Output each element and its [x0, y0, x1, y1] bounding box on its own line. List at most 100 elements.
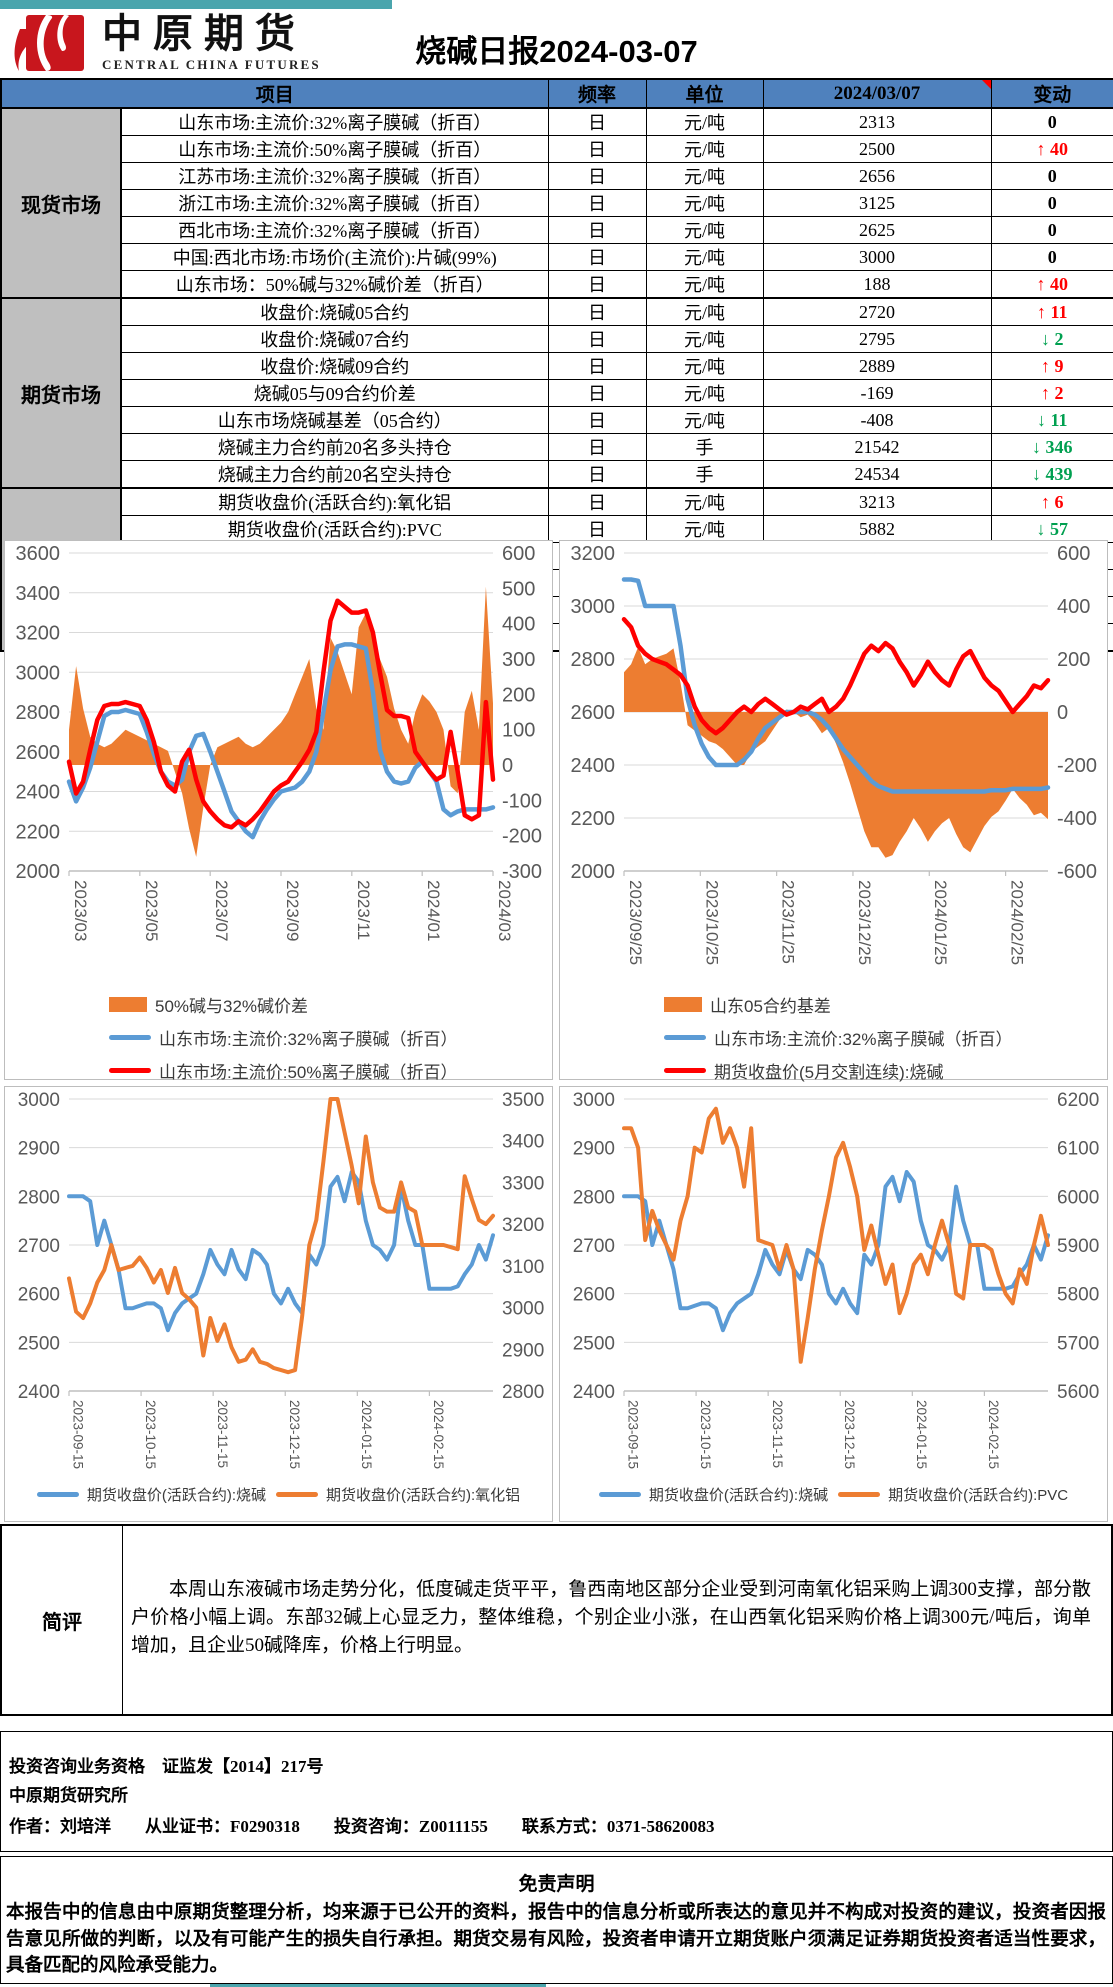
value-cell: 21542 [762, 433, 992, 461]
change-cell: ↑ 11 [990, 297, 1113, 326]
freq-cell: 日 [547, 189, 647, 217]
item-cell: 江苏市场:主流价:32%离子膜碱（折百） [120, 162, 549, 190]
legend-label: 山东05合约基差 [710, 997, 831, 1016]
item-cell: 烧碱主力合约前20名空头持仓 [120, 460, 549, 489]
item-cell: 山东市场:主流价:32%离子膜碱（折百） [120, 107, 549, 136]
charts-area: 3600 3400 3200 3000 2800 2600 2400 2200 2000 600 5… [0, 540, 1113, 1528]
disclaimer-title: 免责声明 [518, 1874, 595, 1895]
chart-row-2: 3000 2900 2800 2700 2600 2500 2400 3500 3400 3300… [0, 1086, 1113, 1522]
change-cell: ↑ 2 [990, 379, 1113, 407]
svg-text:2400: 2400 [18, 1382, 60, 1403]
item-cell: 收盘价:烧碱07合约 [120, 325, 549, 353]
table-row: 烧碱05与09合约价差日元/吨 -169 ↑ 2 [1, 379, 1113, 407]
footer-section: 投资咨询业务资格 证监发【2014】217号 中原期货研究所 作者：刘培洋 从业… [0, 1731, 1113, 1852]
change-cell: ↓ 346 [990, 433, 1113, 461]
table-row: 烧碱主力合约前20名多头持仓日手 21542 ↓ 346 [1, 433, 1113, 461]
unit-cell: 元/吨 [645, 487, 764, 516]
legend-item: 山东市场:主流价:50%离子膜碱（折百） [109, 1058, 552, 1083]
page-title: 烧碱日报2024-03-07 [415, 34, 698, 69]
legend-line-swatch-icon [109, 1068, 151, 1073]
item-cell: 期货收盘价(活跃合约):PVC [120, 515, 549, 543]
legend-label: 山东市场:主流价:32%离子膜碱（折百） [159, 1030, 458, 1049]
svg-text:2700: 2700 [573, 1236, 615, 1257]
value-cell: 2625 [762, 216, 992, 244]
svg-text:2800: 2800 [18, 1187, 60, 1208]
svg-text:5800: 5800 [1057, 1285, 1099, 1306]
item-cell: 期货收盘价(活跃合约):氧化铝 [120, 487, 549, 516]
item-cell: 西北市场:主流价:32%离子膜碱（折百） [120, 216, 549, 244]
bottom-brand-strip [210, 1984, 546, 1987]
svg-text:2023-11-15: 2023-11-15 [770, 1400, 785, 1468]
column-header-date: 2024/03/07 [762, 78, 992, 109]
freq-cell: 日 [547, 487, 647, 516]
legend-label: 期货收盘价(活跃合约):烧碱 [648, 1487, 829, 1504]
legend-item: 山东市场:主流价:32%离子膜碱（折百） [109, 1025, 552, 1050]
legend-item: 山东05合约基差 [664, 992, 1107, 1017]
value-cell: 24534 [762, 460, 992, 489]
change-cell: ↓ 11 [990, 406, 1113, 434]
svg-text:2900: 2900 [502, 1340, 544, 1361]
unit-cell: 元/吨 [645, 379, 764, 407]
item-cell: 山东市场:主流价:50%离子膜碱（折百） [120, 135, 549, 163]
legend-item: 期货收盘价(活跃合约):PVC [838, 1484, 1068, 1505]
unit-cell: 元/吨 [645, 270, 764, 299]
disclaimer-section: 免责声明 本报告中的信息由中原期货整理分析，均来源于已公开的资料，报告中的信息分… [0, 1856, 1113, 1984]
unit-cell: 元/吨 [645, 107, 764, 136]
svg-text:0: 0 [1057, 702, 1068, 724]
group-label: 期货市场 [0, 297, 122, 489]
table-row: 收盘价:烧碱07合约日元/吨 2795 ↓ 2 [1, 325, 1113, 353]
freq-cell: 日 [547, 243, 647, 271]
change-cell: 0 [990, 189, 1113, 217]
change-cell: ↑ 40 [990, 270, 1113, 299]
svg-text:3200: 3200 [502, 1215, 544, 1236]
legend-item: 期货收盘价(活跃合约):烧碱 [598, 1484, 829, 1505]
freq-cell: 日 [547, 515, 647, 543]
unit-cell: 手 [645, 460, 764, 489]
chart-legend: 期货收盘价(活跃合约):烧碱 期货收盘价(活跃合约):PVC [560, 1484, 1107, 1505]
unit-cell: 元/吨 [645, 216, 764, 244]
svg-text:2600: 2600 [571, 702, 616, 724]
value-cell: 2313 [762, 107, 992, 136]
legend-item: 期货收盘价(活跃合约):氧化铝 [276, 1484, 520, 1505]
legend-line-swatch-icon [598, 1492, 641, 1497]
svg-text:2400: 2400 [571, 755, 616, 777]
data-table: 项目 频率 单位 2024/03/07 变动 现货市场 山东市场:主流价:32%离… [0, 78, 1113, 652]
company-logo: 中原期货 CENTRAL CHINA FUTURES [10, 13, 321, 75]
svg-text:2023/09: 2023/09 [283, 880, 302, 941]
value-cell: 2795 [762, 325, 992, 353]
table-row: 中国:西北市场:市场价(主流价):片碱(99%) 日元/吨 3000 0 [1, 243, 1113, 271]
legend-item: 期货收盘价(5月交割连续):烧碱 [664, 1058, 1107, 1083]
freq-cell: 日 [547, 379, 647, 407]
table-row: 江苏市场:主流价:32%离子膜碱（折百）日元/吨 2656 0 [1, 162, 1113, 190]
legend-item: 山东市场:主流价:32%离子膜碱（折百） [664, 1025, 1107, 1050]
freq-cell: 日 [547, 162, 647, 190]
value-cell: 3000 [762, 243, 992, 271]
svg-text:2900: 2900 [18, 1139, 60, 1160]
value-cell: 2500 [762, 135, 992, 163]
chart-legend: 期货收盘价(活跃合约):烧碱 期货收盘价(活跃合约):氧化铝 [5, 1484, 552, 1505]
svg-text:2023/03: 2023/03 [71, 880, 90, 941]
svg-text:2024/03: 2024/03 [495, 880, 514, 941]
change-cell: 0 [990, 107, 1113, 136]
legend-line-swatch-icon [276, 1492, 318, 1497]
svg-text:2200: 2200 [571, 808, 616, 830]
svg-text:100: 100 [502, 720, 535, 742]
chart-plot: 3200 3000 2800 2600 2400 2200 2000 600 400 200 0 -2… [560, 541, 1107, 988]
svg-text:2024-01-15: 2024-01-15 [359, 1400, 374, 1469]
table-row: 山东市场烧碱基差（05合约）日元/吨 -408 ↓ 11 [1, 406, 1113, 434]
chart-plot: 3600 3400 3200 3000 2800 2600 2400 2200 2000 600 5… [5, 541, 552, 988]
svg-text:3000: 3000 [571, 596, 616, 618]
column-header-freq: 频率 [547, 78, 647, 109]
table-row: 浙江市场:主流价:32%离子膜碱（折百）日元/吨 3125 0 [1, 189, 1113, 217]
comment-label: 简评 [2, 1526, 123, 1714]
svg-text:200: 200 [502, 684, 535, 706]
svg-text:-600: -600 [1057, 861, 1097, 883]
change-cell: 0 [990, 162, 1113, 190]
svg-text:2024-01-15: 2024-01-15 [914, 1400, 929, 1469]
svg-text:5900: 5900 [1057, 1236, 1099, 1257]
change-cell: ↑ 6 [990, 487, 1113, 516]
svg-text:2400: 2400 [573, 1382, 615, 1403]
value-cell: 2889 [762, 352, 992, 380]
item-cell: 山东市场烧碱基差（05合约） [120, 406, 549, 434]
